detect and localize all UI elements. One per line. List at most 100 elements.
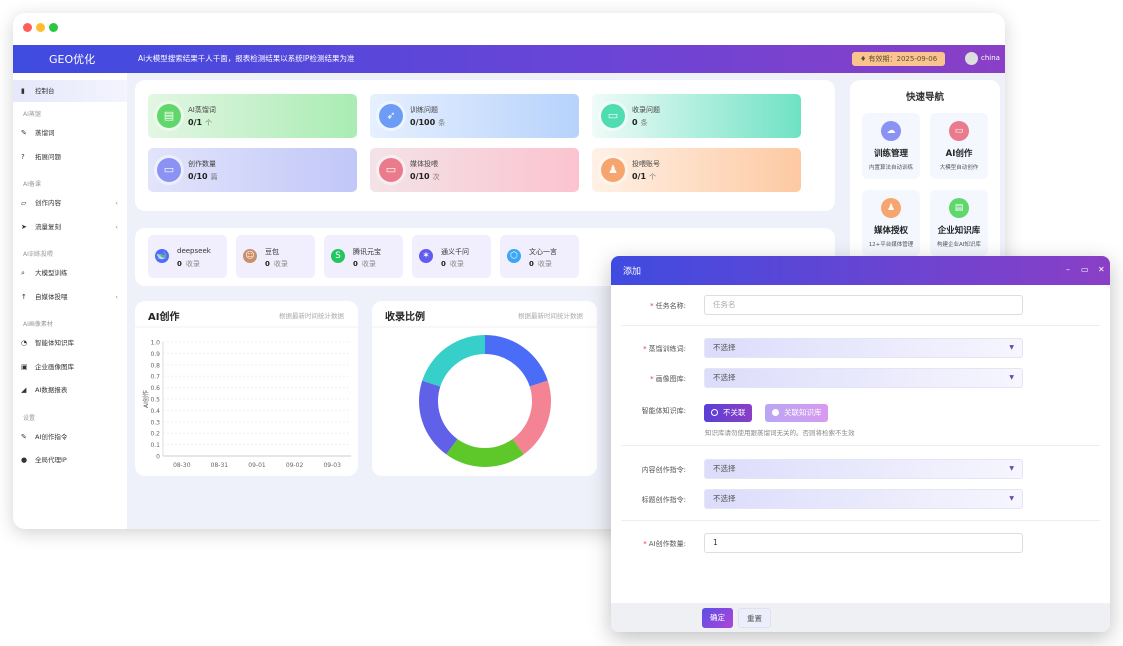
app-logo[interactable]: GEO优化 — [49, 53, 96, 66]
image-library-row: * 画像图库: 不选择 ▼ — [611, 368, 1110, 390]
stat-unit: 个 — [649, 173, 657, 181]
minimize-window-button[interactable] — [36, 23, 45, 32]
stat-card[interactable]: ♟ 投喂账号 0/1 个 — [592, 148, 801, 192]
stat-value: 0/10 次 — [410, 172, 440, 181]
x-tick-label: 08-30 — [173, 462, 191, 469]
stat-card[interactable]: ▭ 媒体投喂 0/10 次 — [370, 148, 579, 192]
y-tick-label: 0.6 — [150, 385, 160, 392]
sidebar-group-title: AI训练投喂 — [23, 251, 53, 258]
sidebar-item[interactable]: ↑ 自媒体投喂 ‹ — [13, 286, 127, 308]
content-prompt-select[interactable]: 不选择 ▼ — [704, 459, 1023, 479]
y-tick-label: 0.2 — [150, 431, 160, 438]
chevron-left-icon: ‹ — [115, 222, 118, 231]
folder-icon: ▱ — [21, 199, 27, 207]
model-logo-icon: S — [331, 249, 345, 263]
dialog-footer: 确定 重置 — [611, 603, 1110, 632]
caret-down-icon: ▼ — [1009, 344, 1014, 351]
donut-slice[interactable] — [422, 335, 485, 387]
sidebar-item[interactable]: ✎ 蒸馏词 — [13, 122, 127, 144]
reset-button[interactable]: 重置 — [738, 608, 771, 628]
quick-nav-item[interactable]: ▤ 企业知识库 构建企业AI知识库 — [930, 190, 988, 256]
close-window-button[interactable] — [23, 23, 32, 32]
stat-unit: 篇 — [210, 173, 218, 181]
image-library-select[interactable]: 不选择 ▼ — [704, 368, 1023, 388]
donut-chart — [372, 326, 597, 467]
dialog-title: 添加 — [623, 267, 642, 277]
stat-unit: 条 — [438, 119, 446, 127]
avatar[interactable] — [965, 52, 978, 65]
y-tick-label: 0.4 — [150, 408, 160, 415]
stat-card[interactable]: ▭ 收录问题 0 条 — [592, 94, 801, 138]
donut-slice[interactable] — [419, 380, 458, 455]
tag-icon: ✎ — [21, 129, 27, 137]
model-card[interactable]: ☺ 豆包 0 收录 — [236, 235, 315, 278]
user-name[interactable]: china — [981, 54, 1000, 62]
stats-panel: ▤ AI蒸馏词 0/1 个 ➶ 训练问题 0/100 条 ▭ 收录问题 0 条 ▭ 创作数量 0/10 篇 ▭ 媒… — [135, 80, 835, 211]
sidebar-item-label: 自媒体投喂 — [35, 292, 68, 301]
sidebar-item[interactable]: ⌕ 大模型训练 — [13, 262, 127, 284]
sidebar-item[interactable]: ▣ 企业画像图库 — [13, 356, 127, 378]
stat-card[interactable]: ▭ 创作数量 0/10 篇 — [148, 148, 357, 192]
task-name-input[interactable]: 任务名 — [704, 295, 1023, 315]
chart-title: AI创作 — [148, 312, 180, 323]
quick-nav-title: 企业知识库 — [937, 226, 981, 236]
model-count: 0 收录 — [177, 260, 200, 268]
stat-card[interactable]: ➶ 训练问题 0/100 条 — [370, 94, 579, 138]
sidebar-item[interactable]: ● 全局代理IP — [13, 449, 127, 471]
close-icon[interactable]: ✕ — [1098, 265, 1105, 274]
model-count: 0 收录 — [353, 260, 376, 268]
model-count: 0 收录 — [441, 260, 464, 268]
rocket-icon: ➤ — [21, 222, 27, 231]
y-tick-label: 0.7 — [150, 374, 160, 381]
model-card[interactable]: ⬡ 文心一言 0 收录 — [500, 235, 579, 278]
quick-nav-item[interactable]: ▭ AI创作 大模型自动创作 — [930, 113, 988, 179]
stat-label: 投喂账号 — [632, 160, 660, 168]
donut-slice[interactable] — [512, 380, 551, 455]
quick-nav-icon: ▤ — [949, 198, 969, 218]
maximize-window-button[interactable] — [49, 23, 58, 32]
model-card[interactable]: 🐋 deepseek 0 收录 — [148, 235, 227, 278]
chart-icon: ▮ — [21, 87, 25, 95]
stat-unit: 个 — [205, 119, 213, 127]
signal-icon: ◢ — [21, 386, 27, 394]
title-prompt-select[interactable]: 不选择 ▼ — [704, 489, 1023, 509]
sidebar-item[interactable]: ➤ 流量复刻 ‹ — [13, 216, 127, 238]
stat-value: 0/1 个 — [188, 118, 213, 127]
sidebar-item[interactable]: ◢ AI数据报表 — [13, 379, 127, 401]
caret-down-icon: ▼ — [1009, 465, 1014, 472]
sidebar-group-title: AI备课 — [23, 181, 41, 188]
sidebar-item-dashboard[interactable]: ▮ 控制台 — [13, 80, 127, 102]
stat-icon: ▭ — [601, 104, 625, 128]
shield-icon: ♦ — [860, 55, 869, 63]
inclusion-ratio-chart: 收录比例 根据最新时间统计数据 — [372, 301, 597, 476]
minimize-icon[interactable]: – — [1066, 265, 1070, 274]
sidebar-item-label: 大模型训练 — [35, 269, 68, 277]
radio-no-link[interactable]: 不关联 — [704, 404, 752, 422]
model-card[interactable]: S 腾讯元宝 0 收录 — [324, 235, 403, 278]
sidebar-group-title: 设置 — [23, 414, 36, 422]
ai-count-input[interactable]: 1 — [704, 533, 1023, 553]
quick-nav-item[interactable]: ☁ 训练管理 内置算法自动训练 — [862, 113, 920, 179]
sidebar-item[interactable]: ? 拓展问题 — [13, 146, 127, 168]
donut-slice[interactable] — [446, 439, 524, 467]
model-count: 0 收录 — [529, 260, 552, 268]
radio-link-knowledge[interactable]: 关联知识库 — [765, 404, 828, 422]
sidebar-item[interactable]: ▱ 创作内容 ‹ — [13, 192, 127, 214]
confirm-button[interactable]: 确定 — [702, 608, 733, 628]
quick-nav-subtitle: 大模型自动创作 — [939, 165, 979, 171]
caret-down-icon: ▼ — [1009, 495, 1014, 502]
stat-card[interactable]: ▤ AI蒸馏词 0/1 个 — [148, 94, 357, 138]
maximize-icon[interactable]: ▭ — [1081, 265, 1089, 274]
model-card[interactable]: ✶ 通义千问 0 收录 — [412, 235, 491, 278]
distill-words-select[interactable]: 不选择 ▼ — [704, 338, 1023, 358]
chart-subtitle: 根据最新时间统计数据 — [518, 312, 583, 320]
add-dialog: 添加 – ▭ ✕ * 任务名称: 任务名 * 蒸馏训练词: 不选择 ▼ * 画像图库: … — [611, 256, 1110, 632]
sidebar-item[interactable]: ◔ 智能体知识库 — [13, 332, 127, 354]
knowledge-row: 智能体知识库: 不关联 关联知识库 — [611, 404, 1110, 426]
donut-slice[interactable] — [485, 335, 548, 387]
quick-nav-item[interactable]: ♟ 媒体授权 12+平台媒体管理 — [862, 190, 920, 256]
x-tick-label: 09-01 — [248, 462, 266, 469]
sidebar-item[interactable]: ✎ AI创作指令 — [13, 426, 127, 448]
ai-count-row: * AI创作数量: 1 — [611, 533, 1110, 555]
